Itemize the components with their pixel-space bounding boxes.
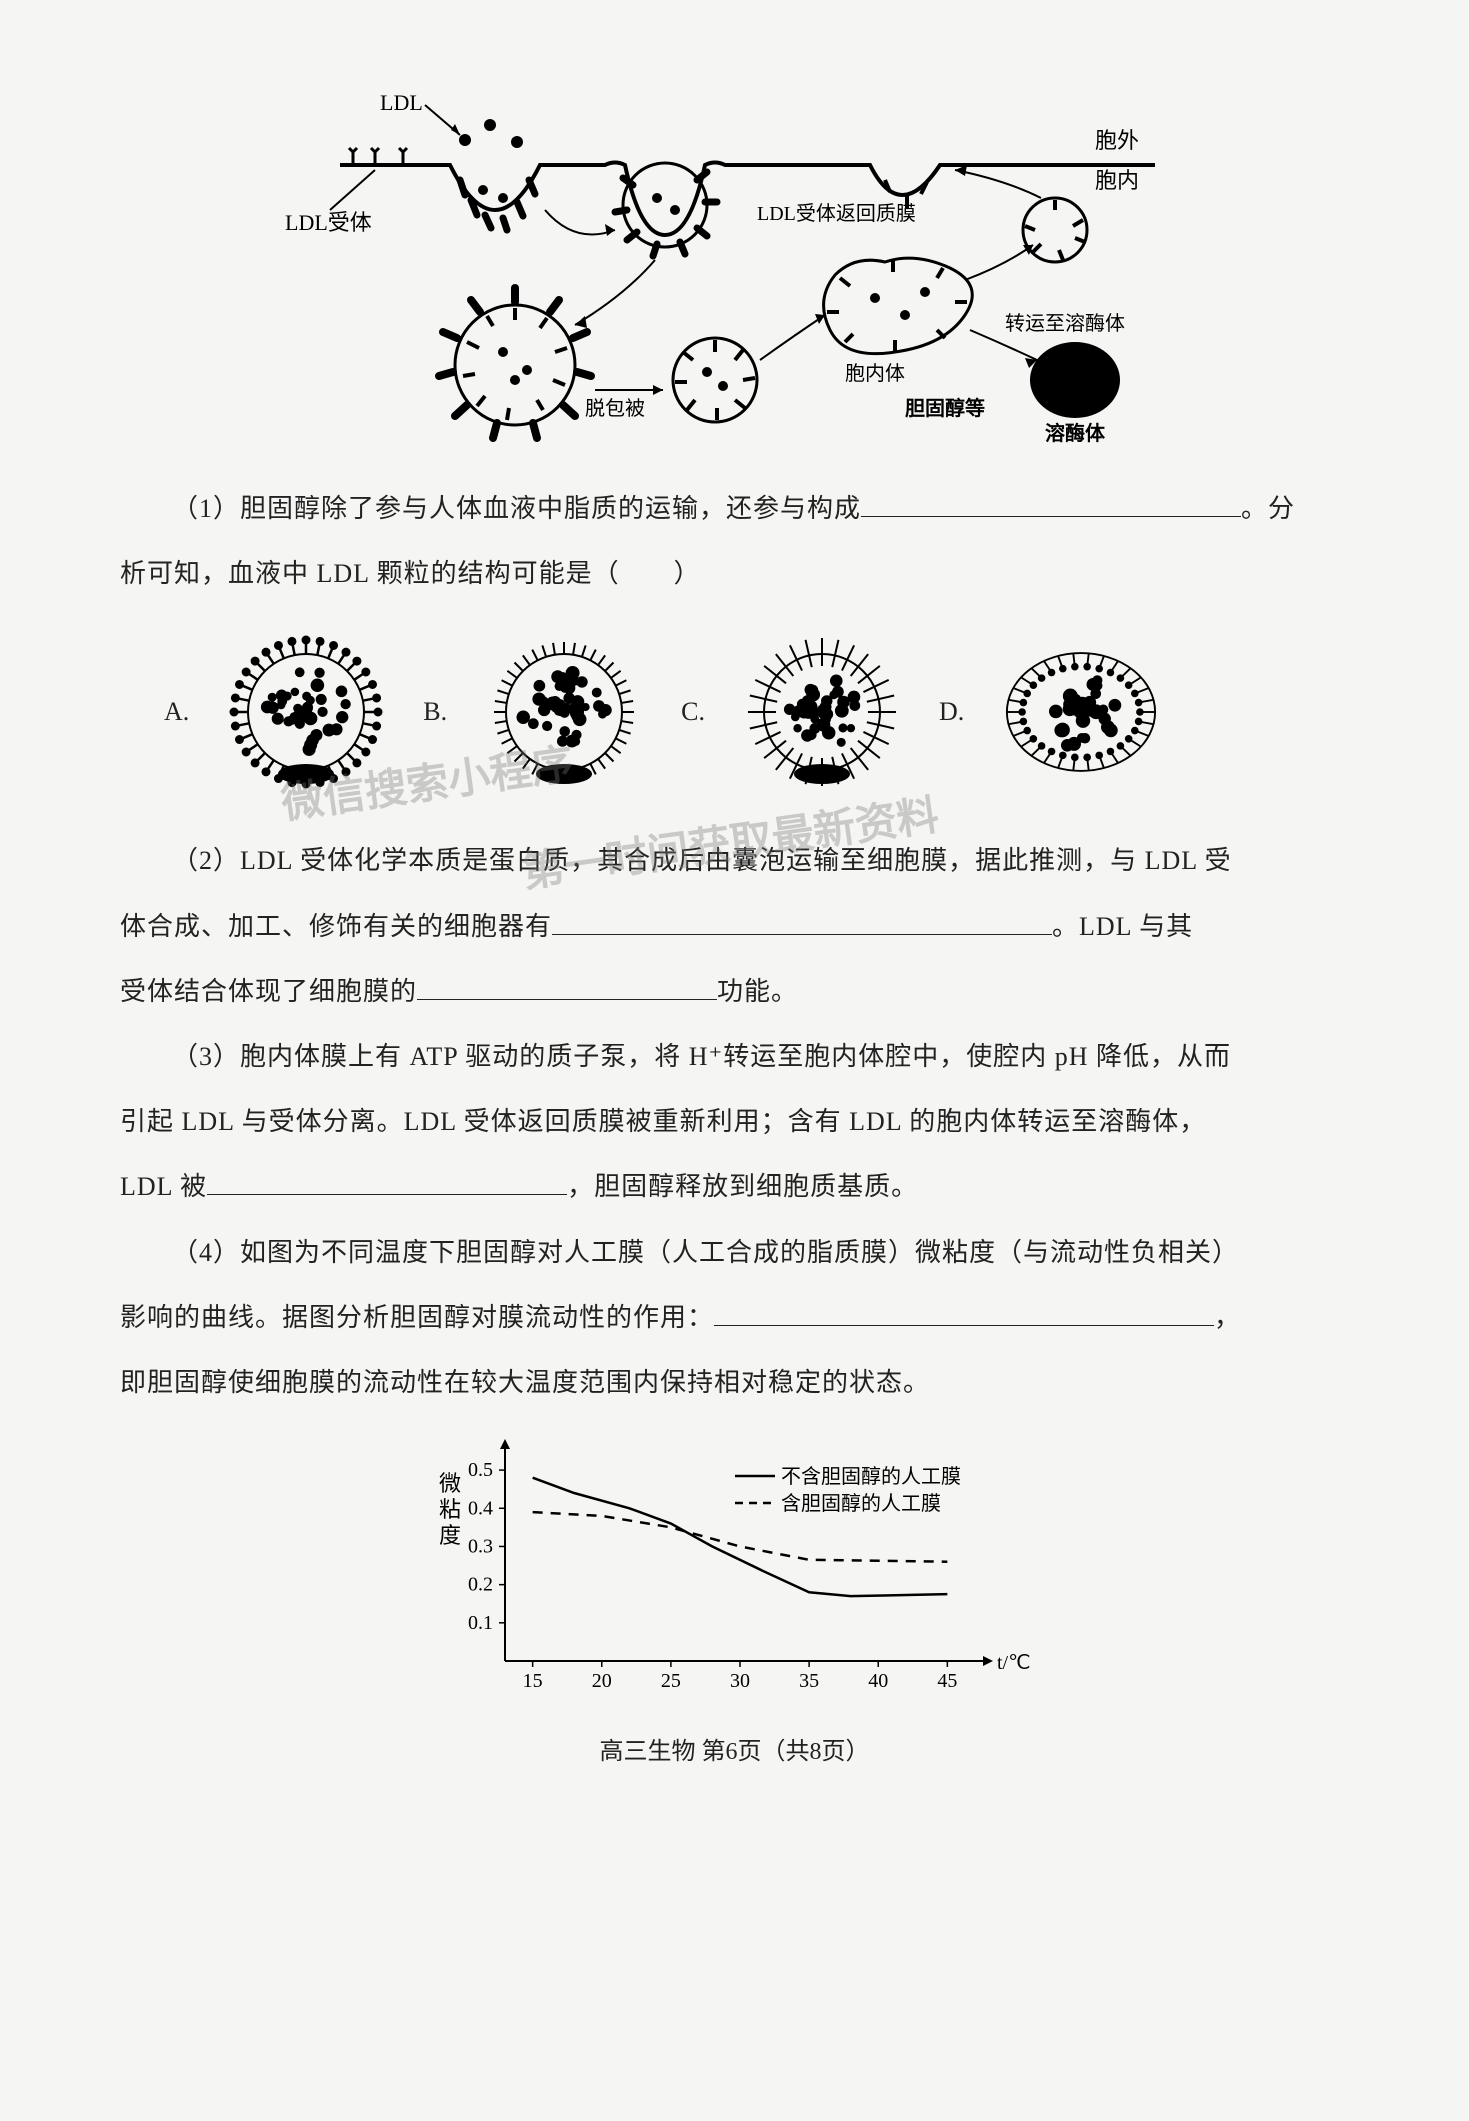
q3-line-c: LDL 被，胆固醇释放到细胞质基质。 bbox=[120, 1158, 1349, 1215]
svg-text:35: 35 bbox=[799, 1670, 819, 1692]
label-receptor-return: LDL受体返回质膜 bbox=[757, 202, 916, 225]
option-c-figure bbox=[727, 622, 917, 802]
option-label-a: A. bbox=[164, 697, 189, 727]
label-endo: 胞内 bbox=[1095, 168, 1139, 193]
q2-line-a: （2）LDL 受体化学本质是蛋白质，其合成后由囊泡运输至细胞膜，据此推测，与 L… bbox=[120, 832, 1349, 889]
blank-q4 bbox=[714, 1300, 1214, 1326]
q2-line-b: 体合成、加工、修饰有关的细胞器有。LDL 与其 bbox=[120, 898, 1349, 955]
label-lysosome: 溶酶体 bbox=[1045, 421, 1106, 445]
svg-text:0.5: 0.5 bbox=[468, 1459, 493, 1481]
svg-text:粘: 粘 bbox=[439, 1497, 461, 1522]
q2-line-c: 受体结合体现了细胞膜的功能。 bbox=[120, 963, 1349, 1020]
svg-text:15: 15 bbox=[522, 1670, 542, 1692]
label-ldl: LDL bbox=[380, 90, 423, 115]
svg-text:40: 40 bbox=[868, 1670, 888, 1692]
label-endosome: 胞内体 bbox=[845, 362, 905, 385]
label-to-lysosome: 转运至溶酶体 bbox=[1005, 312, 1125, 335]
q3-line-b: 引起 LDL 与受体分离。LDL 受体返回质膜被重新利用；含有 LDL 的胞内体… bbox=[120, 1093, 1349, 1150]
svg-text:不含胆固醇的人工膜: 不含胆固醇的人工膜 bbox=[781, 1465, 961, 1488]
svg-text:25: 25 bbox=[660, 1670, 680, 1692]
option-d-figure bbox=[986, 622, 1176, 802]
q4-line-b: 影响的曲线。据图分析胆固醇对膜流动性的作用：， bbox=[120, 1289, 1349, 1346]
q1-line-b: 析可知，血液中 LDL 颗粒的结构可能是（ ） bbox=[120, 545, 1349, 602]
label-cholesterol: 胆固醇等 bbox=[905, 396, 985, 420]
svg-text:含胆固醇的人工膜: 含胆固醇的人工膜 bbox=[781, 1492, 941, 1515]
svg-text:t/℃: t/℃ bbox=[997, 1652, 1031, 1674]
svg-text:0.1: 0.1 bbox=[468, 1612, 493, 1634]
ldl-endocytosis-diagram: LDL 胞外 胞内 LDL受体 bbox=[285, 80, 1185, 450]
svg-text:度: 度 bbox=[439, 1523, 461, 1548]
q4-line-a: （4）如图为不同温度下胆固醇对人工膜（人工合成的脂质膜）微粘度（与流动性负相关） bbox=[120, 1224, 1349, 1281]
viscosity-chart: 0.1 0.2 0.3 0.4 0.5 15 20 25 30 35 40 45 微粘度 t/℃ 不含胆固醇… bbox=[415, 1431, 1055, 1711]
label-exo: 胞外 bbox=[1095, 128, 1139, 153]
svg-text:45: 45 bbox=[937, 1670, 957, 1692]
blank-q1 bbox=[861, 491, 1241, 517]
svg-text:0.3: 0.3 bbox=[468, 1536, 493, 1558]
label-receptor: LDL受体 bbox=[285, 210, 372, 235]
svg-text:微: 微 bbox=[439, 1471, 461, 1496]
q4-line-c: 即胆固醇使细胞膜的流动性在较大温度范围内保持相对稳定的状态。 bbox=[120, 1354, 1349, 1411]
q3-line-a: （3）胞内体膜上有 ATP 驱动的质子泵，将 H⁺转运至胞内体腔中，使腔内 pH… bbox=[120, 1028, 1349, 1085]
svg-text:0.2: 0.2 bbox=[468, 1574, 493, 1596]
page-footer: 高三生物 第6页（共8页） bbox=[120, 1731, 1349, 1766]
option-label-c: C. bbox=[681, 697, 705, 727]
option-row: A. B. C. D. bbox=[160, 622, 1349, 802]
option-label-b: B. bbox=[423, 697, 447, 727]
option-b-figure bbox=[469, 622, 659, 802]
blank-q2a bbox=[552, 909, 1052, 935]
blank-q2b bbox=[417, 974, 717, 1000]
option-label-d: D. bbox=[939, 697, 964, 727]
svg-text:20: 20 bbox=[591, 1670, 611, 1692]
label-uncoat: 脱包被 bbox=[585, 397, 645, 420]
blank-q3 bbox=[207, 1169, 567, 1195]
svg-text:30: 30 bbox=[730, 1670, 750, 1692]
q1-line-a: （1）胆固醇除了参与人体血液中脂质的运输，还参与构成。分 bbox=[120, 480, 1349, 537]
option-a-figure bbox=[211, 622, 401, 802]
svg-text:0.4: 0.4 bbox=[468, 1497, 493, 1519]
